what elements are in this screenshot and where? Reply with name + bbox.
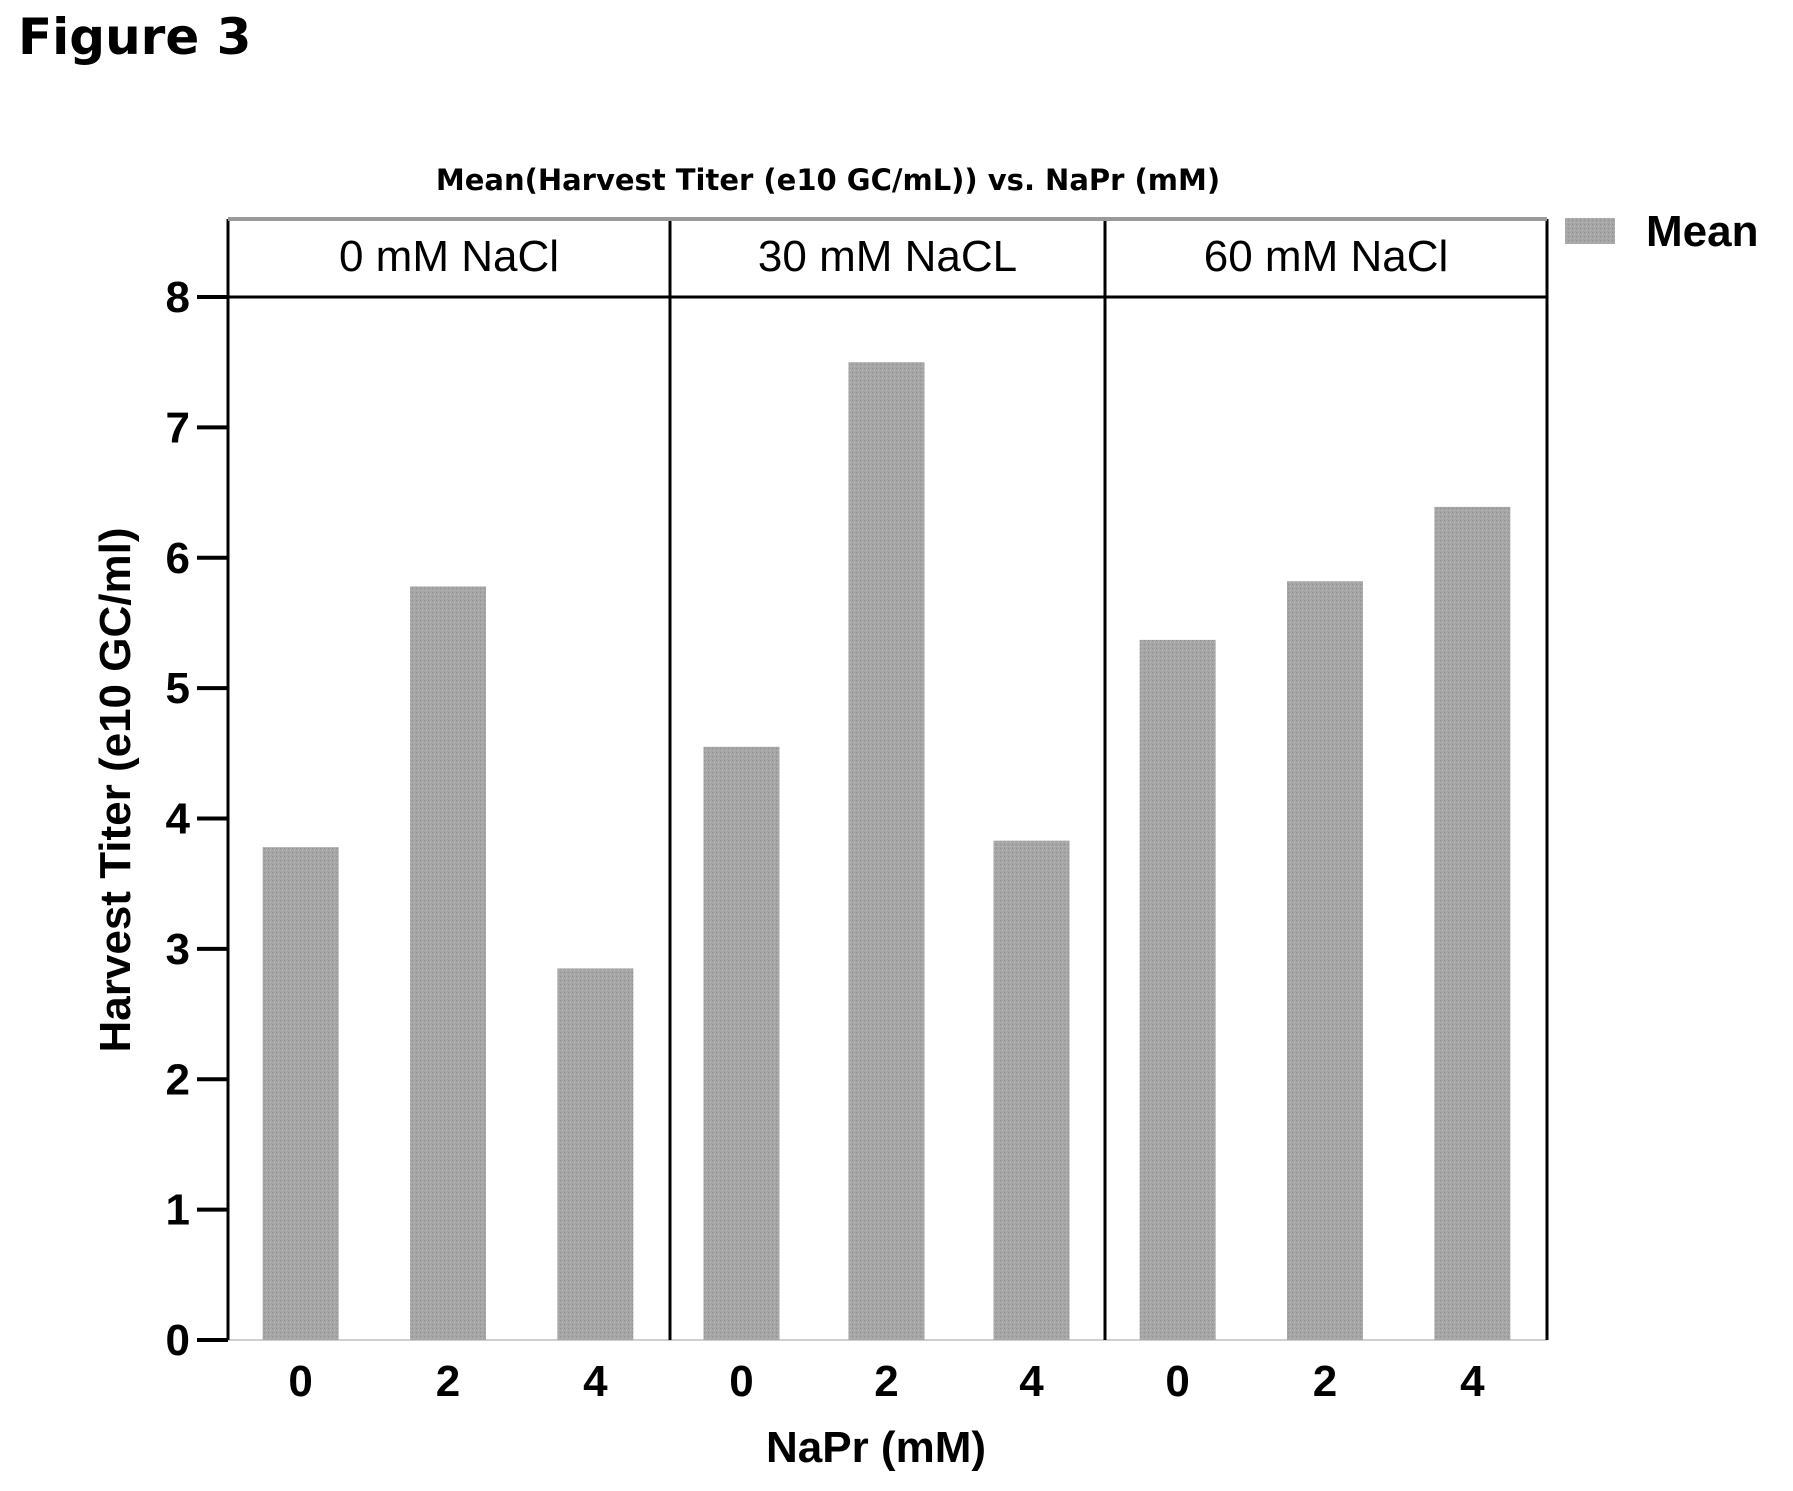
x-axis: 0 2 4 0 2 4 0 2 4: [288, 1357, 1485, 1406]
y-axis: 0 1 2 3 4 5 6 7 8: [166, 273, 228, 1365]
x-tick-label-panel0-2: 4: [583, 1357, 608, 1406]
panel-headers: 0 mM NaCl 30 mM NaCL 60 mM NaCl: [228, 217, 1547, 299]
legend-label-mean: Mean: [1646, 207, 1758, 256]
bar-panel0-cat2: [410, 586, 486, 1340]
x-tick-label-panel2-0: 0: [1165, 1357, 1189, 1406]
bar-panel2-cat4: [1434, 506, 1511, 1340]
y-axis-label: Harvest Titer (e10 GC/ml): [91, 528, 140, 1053]
x-tick-label-panel0-1: 2: [436, 1357, 460, 1406]
chart-title: Mean(Harvest Titer (e10 GC/mL)) vs. NaPr…: [436, 163, 1220, 197]
y-tick-label-1: 1: [166, 1186, 190, 1235]
bar-panel0-cat4: [557, 968, 634, 1340]
bar-panel2-cat2: [1287, 581, 1363, 1340]
figure-label: Figure 3: [18, 8, 252, 66]
x-tick-label-panel1-1: 2: [874, 1357, 898, 1406]
x-tick-label-panel2-1: 2: [1313, 1357, 1337, 1406]
bar-panel1-cat2: [848, 362, 925, 1340]
x-tick-label-panel1-2: 4: [1019, 1357, 1044, 1406]
x-axis-label: NaPr (mM): [766, 1423, 986, 1472]
panel-header-0: 0 mM NaCl: [339, 232, 559, 281]
y-tick-label-3: 3: [166, 925, 190, 974]
y-tick-label-7: 7: [166, 403, 190, 452]
x-tick-label-panel2-2: 4: [1460, 1357, 1485, 1406]
plot-area: [226, 219, 1549, 1341]
legend-swatch: [1565, 218, 1615, 244]
y-tick-label-2: 2: [166, 1055, 190, 1104]
panel-header-2: 60 mM NaCl: [1204, 232, 1449, 281]
bar-panel0-cat0: [262, 847, 339, 1340]
y-tick-label-8: 8: [166, 273, 190, 322]
y-tick-label-0: 0: [166, 1316, 190, 1365]
y-tick-label-5: 5: [166, 664, 190, 713]
y-tick-label-4: 4: [166, 795, 191, 844]
panel-header-1: 30 mM NaCL: [758, 232, 1017, 281]
bar-panel2-cat0: [1139, 639, 1216, 1340]
x-tick-label-panel1-0: 0: [729, 1357, 753, 1406]
bar-panel1-cat0: [703, 746, 780, 1340]
y-tick-label-6: 6: [166, 534, 190, 583]
legend: Mean: [1565, 207, 1758, 256]
bar-panel1-cat4: [993, 840, 1070, 1340]
x-tick-label-panel0-0: 0: [288, 1357, 312, 1406]
